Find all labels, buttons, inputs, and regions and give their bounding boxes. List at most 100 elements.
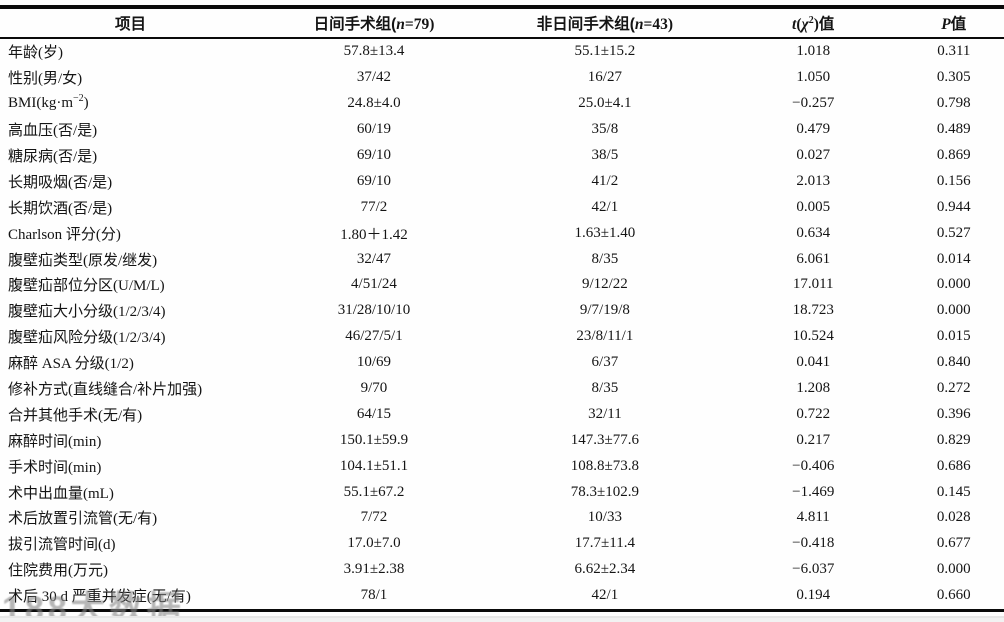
p-value: 0.489: [936, 121, 971, 138]
table-row: 糖尿病(否/是) 69/10 38/5 0.027 0.869: [0, 143, 1004, 169]
table-row: 麻醉 ASA 分级(1/2) 10/69 6/37 0.041 0.840: [0, 350, 1004, 376]
table-row: 性别(男/女) 37/42 16/27 1.050 0.305: [0, 65, 1004, 91]
t-chi2-value: 6.061: [796, 250, 831, 267]
col-header-nonday-group: 非日间手术组(n=43): [486, 7, 723, 39]
t-chi2-value: 17.011: [792, 276, 834, 293]
nonday-group-value: 147.3±77.6: [570, 431, 639, 448]
t-chi2-value: 0.722: [796, 405, 831, 422]
p-value: 0.156: [936, 172, 971, 189]
nonday-group-value: 108.8±73.8: [570, 457, 639, 474]
row-label: 腹壁疝类型(原发/继发): [8, 252, 158, 269]
t-chi2-value: 18.723: [792, 302, 834, 319]
nonday-group-value: 42/1: [591, 587, 619, 604]
day-group-value: 37/42: [356, 69, 392, 86]
table-row: 腹壁疝风险分级(1/2/3/4) 46/27/5/1 23/8/11/1 10.524…: [0, 324, 1004, 350]
row-label: 术后 30 d 严重并发症(无/有): [8, 589, 191, 606]
day-group-value: 4/51/24: [351, 276, 397, 293]
p-value: 0.527: [936, 224, 971, 241]
p-value: 0.944: [936, 198, 971, 215]
nonday-group-value: 41/2: [591, 172, 619, 189]
t-variable: t: [792, 16, 797, 33]
day-group-value: 69/10: [356, 172, 392, 189]
nonday-group-value: 8/35: [591, 250, 619, 267]
row-label: 性别(男/女): [8, 71, 83, 88]
p-value: 0.660: [936, 587, 971, 604]
col-header-t-chi2: t(χ2)值: [722, 7, 904, 39]
row-label: 合并其他手术(无/有): [8, 407, 143, 424]
n-variable: n: [634, 16, 644, 33]
nonday-group-value: 32/11: [588, 405, 622, 422]
table-row: 术后放置引流管(无/有) 7/72 10/33 4.811 0.028: [0, 505, 1004, 531]
row-label: 修补方式(直线缝合/补片加强): [8, 382, 203, 399]
day-group-value: 10/69: [356, 354, 392, 371]
table-row: 高血压(否/是) 60/19 35/8 0.479 0.489: [0, 117, 1004, 143]
p-value: 0.798: [936, 95, 971, 112]
table-row: 长期饮酒(否/是) 77/2 42/1 0.005 0.944: [0, 194, 1004, 220]
t-chi2-value: 0.005: [796, 198, 831, 215]
day-group-value: 55.1±67.2: [343, 483, 405, 500]
nonday-group-value: 17.7±11.4: [574, 535, 635, 552]
p-value: 0.305: [936, 69, 971, 86]
row-label: Charlson 评分(分): [8, 226, 121, 243]
table-row: 术中出血量(mL) 55.1±67.2 78.3±102.9 −1.469 0.145: [0, 479, 1004, 505]
table-row: 年龄(岁) 57.8±13.4 55.1±15.2 1.018 0.311: [0, 38, 1004, 65]
row-label: 长期饮酒(否/是): [8, 200, 113, 217]
table-row: Charlson 评分(分) 1.80＋1.42 1.63±1.40 0.634 0.5…: [0, 220, 1004, 246]
nonday-group-value: 55.1±15.2: [574, 43, 636, 60]
table-row: 合并其他手术(无/有) 64/15 32/11 0.722 0.396: [0, 401, 1004, 427]
table-header: 项目 日间手术组(n=79) 非日间手术组(n=43) t(χ2)值 P值: [0, 7, 1004, 39]
day-group-value: 1.80＋1.42: [340, 226, 408, 243]
col-header-day-group: 日间手术组(n=79): [261, 7, 487, 39]
day-group-value: 104.1±51.1: [339, 457, 409, 474]
p-value: 0.000: [936, 302, 971, 319]
col-header-item: 项目: [0, 7, 262, 39]
day-group-value: 9/70: [360, 380, 388, 397]
table-row: 长期吸烟(否/是) 69/10 41/2 2.013 0.156: [0, 168, 1004, 194]
page-edge-strip: [0, 616, 1004, 618]
row-label: 术后放置引流管(无/有): [8, 511, 158, 528]
row-label: 糖尿病(否/是): [8, 149, 98, 165]
row-label: 长期吸烟(否/是): [8, 174, 113, 191]
day-group-value: 150.1±59.9: [339, 431, 409, 448]
row-label: 麻醉 ASA 分级(1/2): [8, 356, 134, 373]
row-label: 手术时间(min): [8, 459, 102, 476]
day-group-value: 60/19: [356, 121, 392, 138]
nonday-group-value: 10/33: [587, 509, 622, 526]
table-row: 住院费用(万元) 3.91±2.38 6.62±2.34 −6.037 0.000: [0, 557, 1004, 583]
chi-variable: χ: [801, 16, 809, 33]
row-label: 年龄(岁): [8, 45, 63, 62]
day-group-value: 69/10: [356, 147, 392, 163]
t-chi2-value: 0.194: [796, 587, 831, 604]
label-superscript: −2: [73, 93, 84, 105]
p-value: 0.145: [936, 483, 971, 500]
p-value: 0.829: [936, 431, 971, 448]
nonday-group-value: 9/7/19/8: [579, 302, 630, 319]
t-chi2-value: −0.257: [792, 95, 835, 112]
nonday-group-value: 9/12/22: [581, 276, 628, 293]
p-value: 0.028: [936, 509, 971, 526]
nonday-group-value: 38/5: [591, 147, 619, 163]
nonday-group-value: 78.3±102.9: [570, 483, 639, 500]
t-chi2-value: 0.479: [796, 121, 831, 138]
p-variable: P: [941, 16, 951, 33]
t-chi2-value: 0.041: [796, 354, 831, 371]
table-row: 修补方式(直线缝合/补片加强) 9/70 8/35 1.208 0.272: [0, 376, 1004, 402]
table-body: 年龄(岁) 57.8±13.4 55.1±15.2 1.018 0.311 性别(男/女)…: [0, 38, 1004, 610]
p-value: 0.311: [937, 43, 971, 60]
t-chi2-value: −0.406: [792, 457, 835, 474]
row-label: 腹壁疝部位分区(U/M/L): [8, 278, 165, 295]
day-group-value: 64/15: [356, 405, 392, 422]
nonday-group-value: 6.62±2.34: [574, 561, 636, 578]
t-chi2-value: 2.013: [796, 172, 831, 189]
header-row: 项目 日间手术组(n=79) 非日间手术组(n=43) t(χ2)值 P值: [0, 7, 1004, 39]
row-label: 住院费用(万元): [8, 563, 108, 580]
day-group-value: 57.8±13.4: [343, 43, 405, 60]
comparison-table: 项目 日间手术组(n=79) 非日间手术组(n=43) t(χ2)值 P值 年龄…: [0, 5, 1004, 612]
table-row: 腹壁疝部位分区(U/M/L) 4/51/24 9/12/22 17.011 0.000: [0, 272, 1004, 298]
row-label: 腹壁疝大小分级(1/2/3/4): [8, 304, 166, 321]
nonday-group-value: 25.0±4.1: [578, 95, 632, 112]
t-chi2-value: 0.634: [796, 224, 831, 241]
col-header-item-label: 项目: [115, 16, 147, 33]
p-value: 0.015: [936, 328, 971, 345]
